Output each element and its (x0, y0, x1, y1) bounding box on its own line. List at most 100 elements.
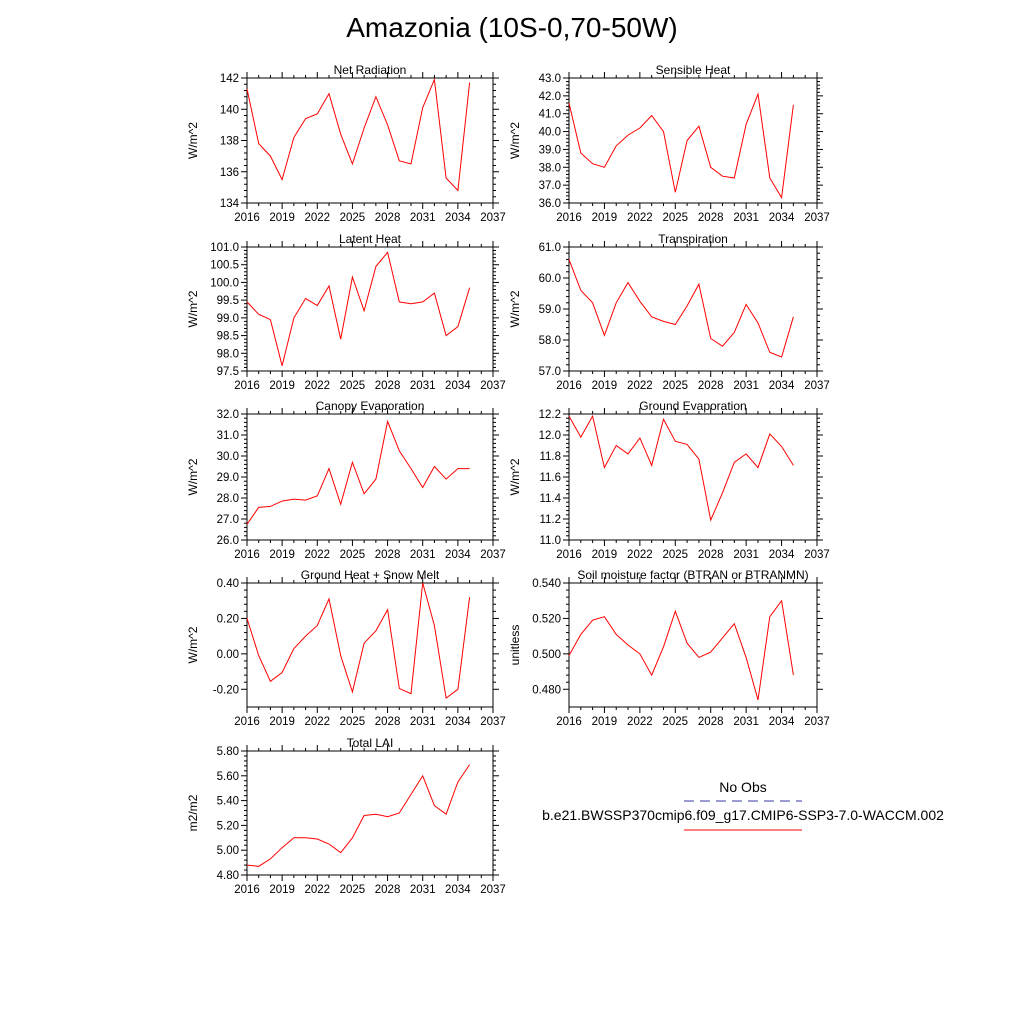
panel-title-ground-evaporation: Ground Evaporation (639, 399, 746, 413)
panel-ground-heat-snow-melt: Ground Heat + Snow Melt W/m^2 2016 2019 2022… (186, 568, 506, 728)
y-tick-label: 28.0 (217, 493, 239, 505)
y-tick-label: 27.0 (217, 514, 239, 526)
series-line-net-radiation (246, 77, 471, 192)
y-tick-label: 36.0 (539, 198, 561, 210)
y-tick-label: 98.5 (217, 331, 239, 343)
y-tick-label: 142 (220, 73, 239, 85)
y-tick-label: 0.00 (217, 649, 239, 661)
x-tick-label: 2016 (556, 380, 582, 392)
x-tick-label: 2037 (804, 716, 830, 728)
x-tick-label: 2022 (627, 716, 653, 728)
x-tick-label: 2022 (627, 380, 653, 392)
y-tick-label: 31.0 (217, 430, 239, 442)
y-tick-label: 29.0 (217, 472, 239, 484)
x-tick-label: 2028 (375, 884, 401, 896)
y-tick-label: 11.8 (539, 451, 561, 463)
y-tick-label: 40.0 (539, 127, 561, 139)
y-tick-label: 100.5 (210, 260, 239, 272)
x-tick-label: 2025 (662, 212, 688, 224)
x-tick-label: 2022 (627, 212, 653, 224)
y-tick-label: 11.6 (539, 472, 561, 484)
panel-canopy-evaporation: Canopy Evaporation W/m^2 2016 2019 2022 2025 2… (186, 399, 506, 561)
series-line-ground-heat-snow-melt (246, 582, 471, 699)
x-tick-label: 2016 (234, 716, 260, 728)
x-tick-label: 2019 (269, 884, 295, 896)
x-tick-label: 2037 (804, 380, 830, 392)
y-tick-label: 0.520 (532, 613, 561, 625)
y-tick-label: 37.0 (539, 180, 561, 192)
series-line-canopy-evaporation (246, 419, 470, 525)
plot-frame-net-radiation (246, 77, 494, 204)
plot-frame-canopy-evaporation (246, 413, 494, 541)
panel-sensible-heat: Sensible Heat W/m^2 2016 2019 2022 2025 2028 20… (508, 63, 830, 224)
y-tick-label: 60.0 (539, 273, 561, 285)
x-tick-label: 2022 (304, 380, 330, 392)
y-axis-label-sensible-heat: W/m^2 (508, 122, 522, 159)
x-tick-label: 2028 (698, 380, 724, 392)
x-tick-label: 2025 (340, 884, 366, 896)
y-axis-label-net-radiation: W/m^2 (186, 122, 200, 159)
x-tick-label: 2034 (445, 716, 471, 728)
y-tick-label: 58.0 (539, 335, 561, 347)
x-tick-label: 2031 (410, 716, 436, 728)
y-tick-label: 5.80 (217, 746, 239, 758)
y-tick-label: 98.0 (217, 348, 239, 360)
series-line-latent-heat (246, 251, 471, 366)
panel-latent-heat: Latent Heat W/m^2 2016 2019 2022 2025 2028 2031… (186, 232, 506, 392)
y-tick-label: 0.540 (532, 578, 561, 590)
y-tick-label: 101.0 (210, 242, 239, 254)
x-tick-label: 2031 (410, 884, 436, 896)
x-tick-label: 2034 (445, 549, 471, 561)
y-tick-label: 41.0 (539, 109, 561, 121)
x-tick-label: 2028 (375, 212, 401, 224)
y-axis-label-total-lai: m2/m2 (186, 794, 200, 831)
x-tick-label: 2028 (375, 549, 401, 561)
x-tick-label: 2037 (480, 549, 506, 561)
panel-transpiration: Transpiration W/m^2 2016 2019 2022 2025 2028 20… (508, 232, 830, 392)
x-tick-label: 2034 (445, 380, 471, 392)
x-tick-label: 2031 (733, 212, 759, 224)
x-tick-label: 2034 (769, 212, 795, 224)
x-tick-label: 2031 (733, 549, 759, 561)
x-tick-label: 2034 (445, 212, 471, 224)
panel-title-soil-moisture-factor-btran-or-btranmn: Soil moisture factor (BTRAN or BTRANMN) (577, 568, 808, 582)
y-tick-label: 12.0 (539, 430, 561, 442)
panel-title-sensible-heat: Sensible Heat (656, 63, 731, 77)
panel-title-canopy-evaporation: Canopy Evaporation (316, 399, 425, 413)
x-tick-label: 2016 (234, 884, 260, 896)
x-tick-label: 2034 (769, 716, 795, 728)
y-tick-label: 42.0 (539, 91, 561, 103)
y-tick-label: 5.00 (217, 845, 239, 857)
x-tick-label: 2037 (480, 716, 506, 728)
y-axis-label-latent-heat: W/m^2 (186, 290, 200, 327)
y-tick-label: 61.0 (539, 242, 561, 254)
x-tick-label: 2019 (592, 549, 618, 561)
x-tick-label: 2025 (662, 380, 688, 392)
legend-label-model-run: b.e21.BWSSP370cmip6.f09_g17.CMIP6-SSP3-7… (542, 807, 944, 823)
panel-title-total-lai: Total LAI (347, 736, 394, 750)
x-tick-label: 2022 (304, 884, 330, 896)
x-tick-label: 2022 (304, 212, 330, 224)
x-tick-label: 2019 (269, 212, 295, 224)
plot-frame-sensible-heat (568, 77, 818, 204)
y-tick-label: 38.0 (539, 162, 561, 174)
x-tick-label: 2034 (769, 549, 795, 561)
x-tick-label: 2019 (269, 549, 295, 561)
y-tick-label: 11.0 (539, 535, 561, 547)
y-tick-label: -0.20 (213, 684, 239, 696)
x-tick-label: 2022 (304, 549, 330, 561)
x-tick-label: 2031 (410, 549, 436, 561)
x-tick-label: 2019 (592, 716, 618, 728)
panel-title-transpiration: Transpiration (658, 232, 728, 246)
y-axis-label-soil-moisture-factor-btran-or-btranmn: unitless (508, 625, 522, 666)
x-tick-label: 2031 (733, 380, 759, 392)
x-tick-label: 2037 (480, 380, 506, 392)
x-tick-label: 2016 (234, 212, 260, 224)
x-tick-label: 2025 (340, 716, 366, 728)
x-tick-label: 2025 (340, 212, 366, 224)
plot-frame-transpiration (568, 246, 818, 372)
y-axis-label-ground-heat-snow-melt: W/m^2 (186, 626, 200, 663)
y-tick-label: 57.0 (539, 366, 561, 378)
y-tick-label: 0.480 (532, 684, 561, 696)
